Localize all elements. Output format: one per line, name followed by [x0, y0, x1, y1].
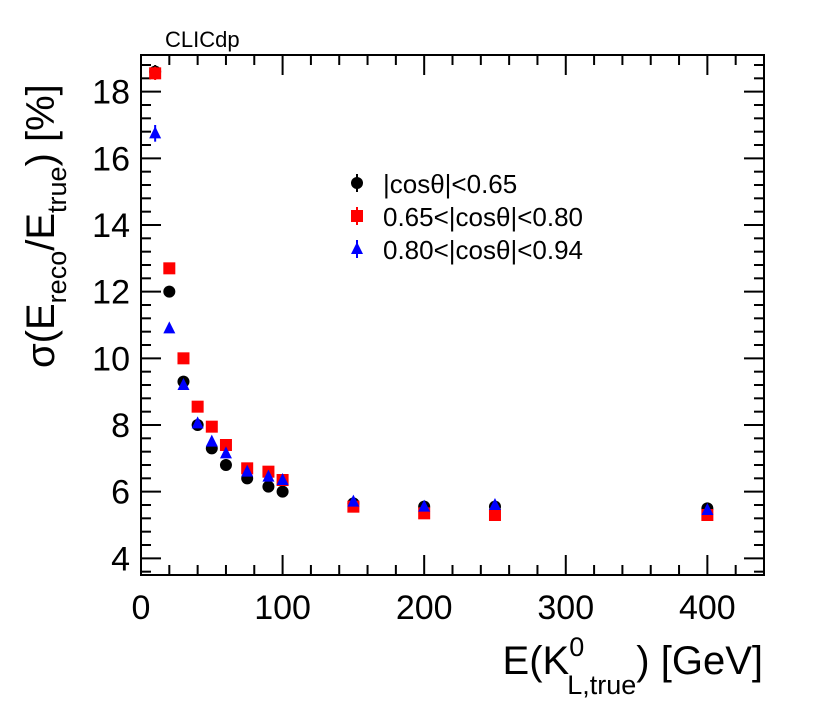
data-point-triangle — [149, 126, 162, 139]
data-points — [149, 65, 714, 521]
legend-label: |cosθ|<0.65 — [383, 169, 517, 199]
y-tick-label: 18 — [92, 74, 130, 112]
x-tick-label: 300 — [537, 589, 594, 627]
credit-label: CLICdp — [165, 27, 240, 52]
y-axis-title-sub1: reco — [42, 251, 72, 304]
legend-marker-square — [351, 210, 363, 222]
series-1 — [149, 65, 714, 515]
x-tick-label: 200 — [396, 589, 453, 627]
data-point-triangle — [205, 434, 218, 447]
data-point-square — [191, 400, 204, 413]
y-tick-label: 4 — [111, 540, 130, 578]
x-tick-labels: 0 100 200 300 400 — [132, 589, 736, 627]
x-axis-title-tail: ) [GeV] — [636, 639, 763, 683]
x-tick-label: 100 — [254, 589, 311, 627]
x-axis-title: E(K0 L,true) [GeV] — [503, 632, 763, 700]
legend-label: 0.65<|cosθ|<0.80 — [383, 202, 583, 232]
x-tick-label: 400 — [679, 589, 736, 627]
series-2 — [149, 66, 714, 521]
y-axis-title-mid: /E — [19, 213, 63, 251]
x-tick-label: 0 — [132, 589, 151, 627]
data-point-circle — [163, 285, 176, 298]
data-point-triangle — [276, 473, 289, 485]
data-point-triangle — [488, 498, 501, 510]
data-point-square — [488, 509, 501, 521]
series-3 — [149, 125, 714, 515]
data-point-circle — [276, 485, 289, 498]
legend-label: 0.80<|cosθ|<0.94 — [383, 235, 583, 265]
legend-marker-triangle — [351, 242, 363, 254]
legend: |cosθ|<0.650.65<|cosθ|<0.800.80<|cosθ|<0… — [351, 169, 583, 265]
data-point-triangle — [241, 464, 254, 477]
plot-frame — [140, 54, 765, 576]
y-tick-label: 14 — [92, 207, 130, 245]
y-tick-label: 8 — [111, 407, 130, 445]
data-point-triangle — [219, 446, 232, 459]
y-tick-label: 10 — [92, 340, 130, 378]
data-point-triangle — [418, 499, 431, 512]
x-axis-title-sub: L,true — [567, 670, 636, 700]
data-point-triangle — [262, 469, 275, 482]
data-point-triangle — [177, 378, 190, 390]
data-point-triangle — [163, 321, 176, 334]
data-point-square — [219, 439, 232, 451]
data-point-circle — [219, 459, 232, 471]
y-tick-labels: 4 6 8 10 12 14 16 18 — [92, 74, 130, 579]
data-point-square — [149, 67, 162, 80]
data-point-square — [205, 420, 218, 433]
y-axis-title-tail: ) [%] — [19, 84, 63, 166]
y-axis-title: σ(Ereco/Etrue) [%] — [19, 84, 72, 368]
data-point-triangle — [191, 416, 204, 429]
data-point-square — [163, 262, 176, 275]
data-point-square — [177, 352, 190, 365]
y-tick-label: 6 — [111, 474, 130, 512]
data-point-triangle — [701, 503, 714, 515]
x-axis-title-main: E(K — [503, 639, 570, 683]
data-point-circle — [262, 480, 275, 493]
x-axis-title-sup: 0 — [569, 632, 584, 662]
y-axis-title-sub2: true — [42, 166, 72, 213]
data-point-triangle — [347, 494, 360, 507]
legend-marker-circle — [351, 177, 363, 189]
y-tick-label: 16 — [92, 140, 130, 178]
y-axis-title-pre: σ(E — [19, 303, 63, 368]
y-tick-label: 12 — [92, 274, 130, 312]
axis-ticks — [140, 55, 765, 575]
